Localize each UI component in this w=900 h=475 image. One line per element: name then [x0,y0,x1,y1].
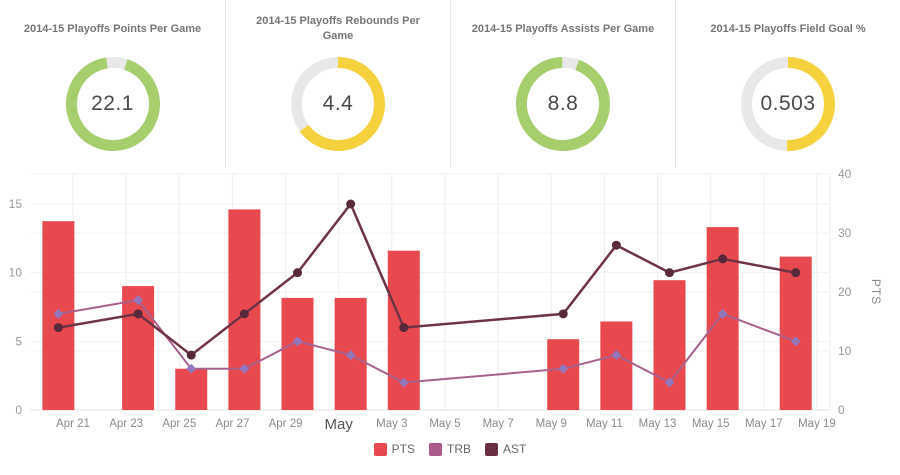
donut-chart-field-goal: 0.503 [736,52,840,156]
point-trb[interactable] [239,363,250,374]
donut-chart-points: 22.1 [61,52,165,156]
bar-pts[interactable] [175,368,208,410]
point-trb[interactable] [53,308,64,319]
point-ast[interactable] [186,350,196,360]
x-axis-tick-label: Apr 25 [162,418,196,430]
kpi-card-rebounds-per-game: 2014-15 Playoffs Rebounds Per Game 4.4 [225,0,450,168]
left-axis-tick-label: 10 [9,266,23,280]
donut-arc[interactable] [291,57,385,151]
donut-arc[interactable] [511,52,615,156]
left-axis-tick-label: 0 [15,403,22,417]
point-trb[interactable] [133,295,144,306]
x-axis-tick-label: May 5 [429,418,460,430]
legend-item-trb[interactable]: TRB [429,442,471,456]
x-axis-tick-label: Apr 23 [109,418,143,430]
donut-ring [741,57,835,151]
point-trb[interactable] [790,336,801,347]
donut-ring [65,57,160,151]
point-ast[interactable] [664,268,674,278]
x-axis-tick-label: May 17 [745,418,783,430]
kpi-title: 2014-15 Playoffs Rebounds Per Game [256,15,420,42]
x-axis-tick-label: May 3 [376,418,407,430]
bar-pts[interactable] [779,256,812,410]
donut-ring [291,57,385,151]
x-axis-tick-label: Apr 27 [215,418,249,430]
point-trb[interactable] [717,308,728,319]
kpi-value: 8.8 [547,92,579,115]
x-axis-tick-label: May 9 [536,418,567,430]
kpi-value: 4.4 [322,92,354,115]
kpi-card-field-goal-pct: 2014-15 Playoffs Field Goal % 0.503 [675,0,900,168]
bar-pts[interactable] [547,339,580,410]
donut-arc[interactable] [741,57,835,151]
kpi-value: 22.1 [91,92,134,115]
point-ast[interactable] [791,268,801,278]
right-axis-tick-label: 40 [838,168,852,181]
point-trb[interactable] [611,350,622,361]
game-log-chart: 0 5 10 15 0 10 20 30 40 PTS Apr 21 Apr 23 Apr 25 Apr … [9,168,883,433]
right-axis-tick-label: 10 [838,344,852,358]
legend-swatch-trb [429,442,442,456]
point-ast[interactable] [239,309,249,319]
donut-chart-assists: 8.8 [511,52,615,156]
bar-pts[interactable] [600,321,633,411]
legend-label: TRB [447,442,471,456]
donut-ring [511,52,615,156]
point-ast[interactable] [293,268,303,278]
x-axis-tick-label: May [325,416,354,433]
left-axis-tick-label: 5 [15,334,22,348]
x-axis-tick-label: May 15 [692,418,730,430]
kpi-title: 2014-15 Playoffs Field Goal % [710,22,866,35]
x-axis-tick-label: May 11 [586,418,623,430]
point-trb[interactable] [664,377,675,388]
legend-swatch-ast [485,442,498,456]
right-axis-tick-label: 30 [838,226,852,240]
right-axis-tick-label: 0 [838,403,845,417]
donut-chart-rebounds: 4.4 [286,52,390,156]
point-ast[interactable] [346,199,356,209]
point-trb[interactable] [558,363,569,374]
chart-legend: PTS TRB AST [0,442,900,456]
bar-pts[interactable] [653,280,686,410]
point-trb[interactable] [292,336,303,347]
kpi-value: 0.503 [760,92,816,115]
point-ast[interactable] [399,323,409,333]
x-axis-tick-label: Apr 21 [56,418,90,430]
point-ast[interactable] [718,254,728,264]
legend-label: AST [503,442,527,456]
point-ast[interactable] [133,309,143,319]
kpi-row: 2014-15 Playoffs Points Per Game 22.1 20… [0,0,900,168]
line-trb [58,299,797,384]
kpi-title: 2014-15 Playoffs Points Per Game [23,22,202,35]
kpi-card-assists-per-game: 2014-15 Playoffs Assists Per Game 8.8 [450,0,675,168]
x-axis-tick-label: May 7 [482,418,513,430]
legend-item-pts[interactable]: PTS [373,442,415,456]
kpi-title: 2014-15 Playoffs Assists Per Game [471,22,655,35]
game-log-chart-area: 0 5 10 15 0 10 20 30 40 PTS Apr 21 Apr 23 Apr 25 Apr … [0,168,900,456]
line-ast [58,201,796,357]
point-ast[interactable] [558,309,568,319]
point-trb[interactable] [186,363,197,374]
kpi-card-points-per-game: 2014-15 Playoffs Points Per Game 22.1 [0,0,225,168]
point-ast[interactable] [53,323,63,333]
x-axis-tick-label: May 13 [639,418,677,430]
bar-pts[interactable] [281,297,314,410]
legend-item-ast[interactable]: AST [485,442,526,456]
point-ast[interactable] [611,240,621,250]
legend-label: PTS [391,442,415,456]
right-axis-tick-label: 20 [838,285,852,299]
x-axis-tick-label: Apr 29 [269,418,303,430]
left-axis-tick-label: 15 [9,197,23,211]
legend-swatch-pts [373,442,387,456]
x-axis-tick-label: May 19 [798,418,836,430]
bar-pts[interactable] [122,286,155,410]
right-axis-title: PTS [869,279,883,305]
